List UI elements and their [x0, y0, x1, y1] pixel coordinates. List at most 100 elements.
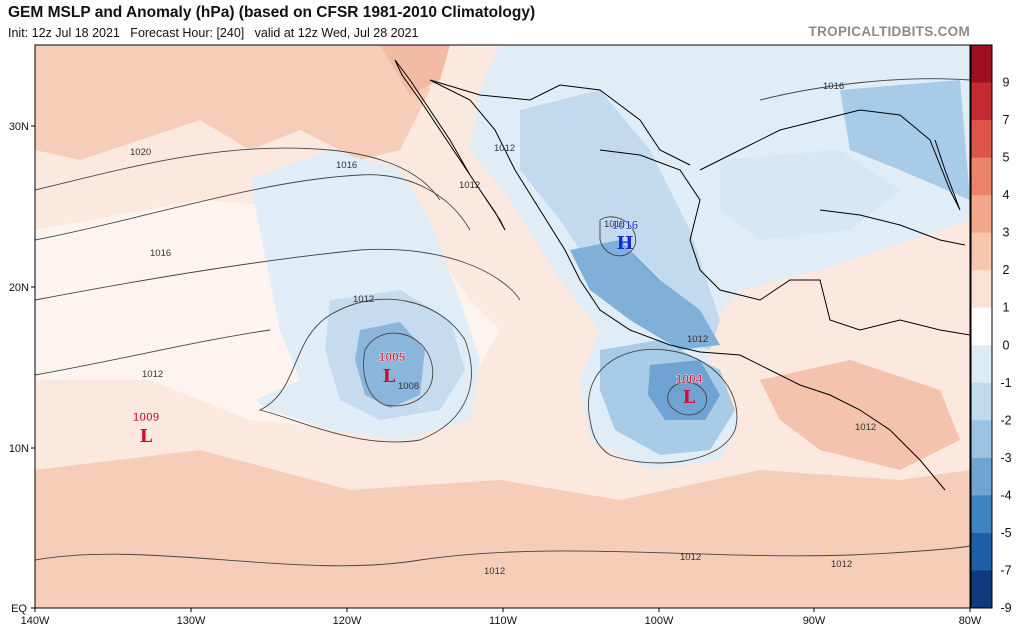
coastline-us-gulf: [699, 109, 961, 211]
colorbar-swatch: [971, 232, 992, 271]
isobar-label: 1012: [484, 566, 505, 577]
lon-tick-label: 90W: [803, 615, 826, 627]
colorbar: 9 7 5 4 3 2 1 0 -1 -2 -3 -4 -5 -7 -9: [970, 44, 1012, 615]
coastline-gulf: [599, 149, 970, 336]
isobar-label: 1012: [494, 143, 515, 154]
isobar-label: 1012: [687, 334, 708, 345]
isobar-line: [667, 381, 708, 416]
isobar-line: [35, 174, 471, 241]
colorbar-swatch: [971, 307, 992, 346]
pressure-center-low-1005: 1005 L: [378, 350, 406, 387]
coastlines: [394, 59, 970, 491]
anomaly-warm-region: [380, 45, 450, 95]
pressure-center-letter: L: [383, 366, 396, 387]
pressure-center-letter: L: [683, 387, 696, 408]
pressure-center-value: 1005: [379, 350, 406, 364]
anomaly-warm-region: [760, 360, 960, 470]
colorbar-swatch: [971, 532, 992, 571]
colorbar-label: -7: [1000, 563, 1011, 577]
colorbar-label: -4: [1000, 488, 1011, 502]
colorbar-swatch: [971, 345, 992, 384]
longitude-axis: 140W 130W 120W 110W 100W 90W 80W: [21, 608, 982, 627]
isobar-line: [363, 332, 434, 407]
isobar-line: [35, 329, 271, 376]
isobar-label: 1012: [831, 559, 852, 570]
pressure-center-value: 1016: [612, 218, 639, 232]
isobar-label: 1012: [353, 294, 374, 305]
colorbar-swatch: [971, 45, 992, 84]
isobar-line: [35, 545, 970, 567]
lon-tick-label: 120W: [333, 615, 362, 627]
colorbar-label: 4: [1003, 188, 1010, 202]
lat-tick-label: EQ: [11, 603, 27, 615]
colorbar-swatch: [971, 420, 992, 459]
anomaly-cool-region: [355, 322, 425, 408]
anomaly-cool-region: [840, 80, 970, 200]
colorbar-label: 7: [1003, 113, 1010, 127]
colorbar-swatch: [971, 270, 992, 309]
isobar-label: 1016: [604, 219, 625, 230]
colorbar-label: 0: [1003, 338, 1010, 352]
isobars: [35, 78, 970, 567]
colorbar-swatch: [971, 495, 992, 534]
isobar-label: 1012: [142, 369, 163, 380]
isobar-line: [258, 298, 472, 443]
colorbar-label: 2: [1003, 263, 1010, 277]
anomaly-cool-region: [570, 240, 720, 350]
isobar-line: [35, 248, 521, 301]
isobar-label: 1012: [855, 422, 876, 433]
pressure-center-low-1009: 1009 L: [132, 410, 160, 447]
colorbar-label: -3: [1000, 451, 1011, 465]
colorbar-label: 9: [1003, 76, 1010, 90]
isobar-label: 1016: [336, 160, 357, 171]
anomaly-cool-region: [648, 360, 720, 420]
colorbar-swatch: [971, 82, 992, 121]
pressure-center-letter: L: [140, 426, 153, 447]
isobar-label: 1008: [398, 381, 419, 392]
isobar-label: 1012: [680, 552, 701, 563]
anomaly-cool-region: [520, 90, 720, 350]
colorbar-swatch: [971, 382, 992, 421]
pressure-center-value: 1009: [133, 410, 160, 424]
anomaly-cool-region: [720, 150, 900, 240]
pressure-center-high-1016: 1016 H: [611, 218, 639, 254]
isobar-line: [759, 78, 970, 101]
colorbar-frame: [970, 44, 993, 609]
colorbar-label: 5: [1003, 151, 1010, 165]
lat-tick-label: 10N: [9, 443, 29, 455]
isobar-label: 1012: [459, 180, 480, 191]
isobar-label: 1016: [150, 248, 171, 259]
colorbar-label: -5: [1000, 526, 1011, 540]
colorbar-label: -9: [1000, 601, 1011, 615]
colorbar-swatch: [971, 157, 992, 196]
colorbar-label: -1: [1000, 376, 1011, 390]
coastline-cuba: [819, 209, 966, 246]
pressure-center-value: 1004: [676, 372, 703, 386]
lat-tick-label: 30N: [9, 121, 29, 133]
lon-tick-label: 140W: [21, 615, 50, 627]
border-us-mexico: [429, 79, 691, 166]
latitude-axis: 30N 20N 10N EQ: [9, 121, 35, 615]
pressure-center-low-1004: 1004 L: [675, 372, 703, 408]
colorbar-swatch: [971, 570, 992, 609]
map-title: GEM MSLP and Anomaly (hPa) (based on CFS…: [8, 4, 536, 21]
coastline-mexico-pacific: [429, 79, 946, 491]
lon-tick-label: 130W: [177, 615, 206, 627]
colorbar-label: 3: [1003, 226, 1010, 240]
isobar-line: [588, 348, 738, 464]
pressure-center-letter: H: [616, 233, 633, 254]
colorbar-swatch: [971, 120, 992, 159]
lon-tick-label: 80W: [959, 615, 982, 627]
anomaly-warm-region: [35, 450, 970, 608]
colorbar-label: 1: [1003, 301, 1010, 315]
colorbar-label: -2: [1000, 413, 1011, 427]
isobar-label: 1016: [823, 81, 844, 92]
lon-tick-label: 110W: [489, 615, 518, 627]
coastline-baja: [394, 59, 506, 231]
lat-tick-label: 20N: [9, 282, 29, 294]
isobar-label: 1020: [130, 147, 151, 158]
isobar-line: [599, 216, 637, 257]
anomaly-shading: [35, 45, 970, 608]
isobar-line: [35, 147, 441, 201]
